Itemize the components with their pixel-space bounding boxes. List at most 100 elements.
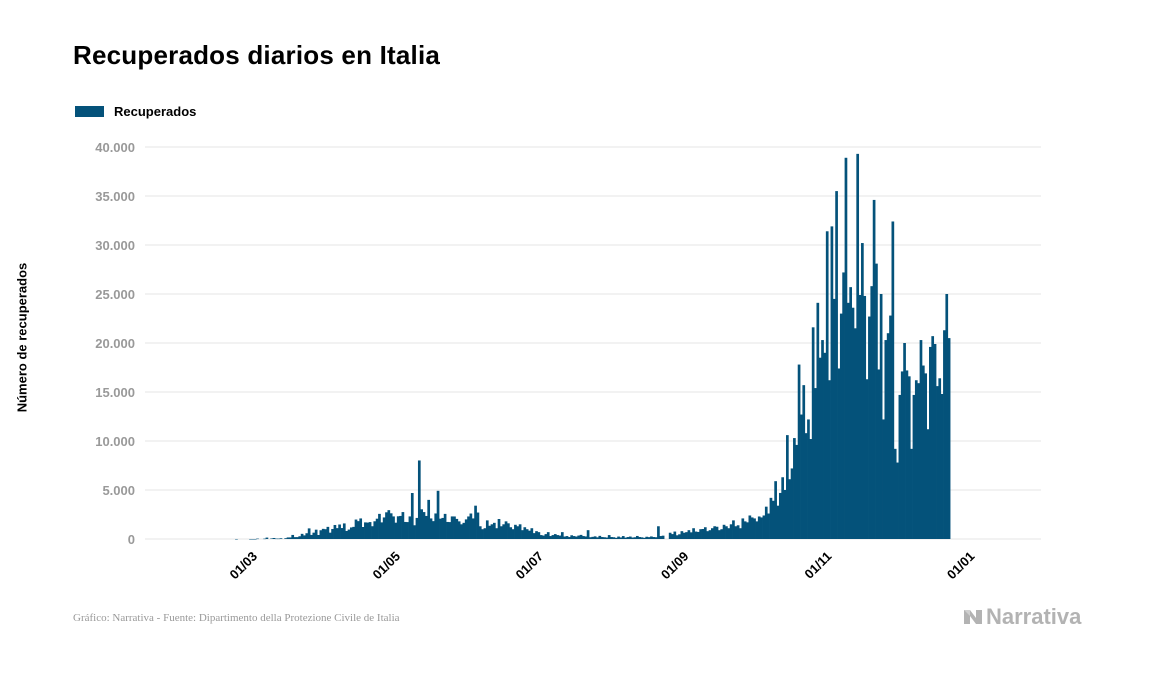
bar [429,518,433,539]
bar [654,537,658,539]
bar [235,538,238,540]
legend-swatch [75,106,104,117]
bar [457,521,461,539]
bar [385,512,388,539]
bar [420,509,423,539]
bar [814,388,817,539]
bar [556,535,559,539]
bar [692,528,695,539]
bar [788,479,792,539]
bar [286,537,290,539]
bar [710,528,714,539]
bar [734,526,738,539]
bar [345,530,348,539]
bar [600,537,604,539]
bar [882,419,885,539]
bar [408,516,412,539]
legend: Recuperados [75,104,196,119]
bar [413,525,416,539]
y-tick-label: 5.000 [102,483,135,498]
y-tick-label: 20.000 [95,336,135,351]
bar [307,528,311,539]
bar [553,534,557,539]
bar [586,530,590,539]
bar [593,536,597,539]
bar [476,512,480,539]
bar [560,532,564,539]
bar [619,537,623,539]
bar [380,522,384,539]
y-tick-label: 0 [128,532,135,547]
bar [657,526,660,539]
y-tick-label: 40.000 [95,140,135,155]
bar [575,536,578,539]
bar [703,527,707,539]
y-tick-label: 15.000 [95,385,135,400]
bar [821,340,824,539]
bar [284,538,288,539]
bar [488,525,491,539]
bar [907,376,911,539]
bar [610,537,613,539]
bar [525,529,529,539]
bar [335,528,339,539]
bar [448,522,452,539]
bar [462,522,466,539]
bar [687,530,691,539]
bar [875,263,878,539]
bar [861,243,864,540]
narrativa-logo: Narrativa [963,604,1081,630]
bar [340,528,344,539]
bar [528,530,531,539]
bar [661,535,665,539]
bar [706,531,709,539]
bar [567,537,571,539]
bar [368,522,372,539]
bar [943,330,946,539]
bar [342,523,346,539]
bar [675,535,679,539]
bar [783,490,787,539]
bar [680,531,684,539]
bar [263,538,266,540]
bar [940,393,944,539]
bar [270,538,273,539]
bar [483,528,487,539]
bar [905,370,909,539]
bar [816,302,820,539]
bar [900,371,904,539]
bar [800,414,803,539]
x-tick-label: 01/07 [513,549,547,583]
bar [523,527,527,539]
bar [406,522,409,539]
bar [530,528,534,539]
bar [631,537,634,539]
bar [746,522,749,539]
bar [471,518,475,539]
bar [825,231,829,539]
bar [673,531,677,539]
bar [776,505,780,539]
bar [314,529,318,539]
bar [624,537,627,539]
bar [293,537,297,539]
bar [757,516,761,539]
bar [497,519,501,539]
bar [750,517,754,539]
bar [249,538,252,540]
bar [797,364,801,539]
bar [514,524,517,539]
bar [896,462,899,539]
bar [839,313,843,539]
bar [333,524,337,539]
bar [305,533,309,539]
bar [324,529,327,539]
bar [352,526,356,539]
bar [403,521,407,539]
bars [235,153,951,540]
bar [868,316,871,539]
bar [563,536,566,539]
bar [436,490,440,539]
bar [659,536,663,539]
